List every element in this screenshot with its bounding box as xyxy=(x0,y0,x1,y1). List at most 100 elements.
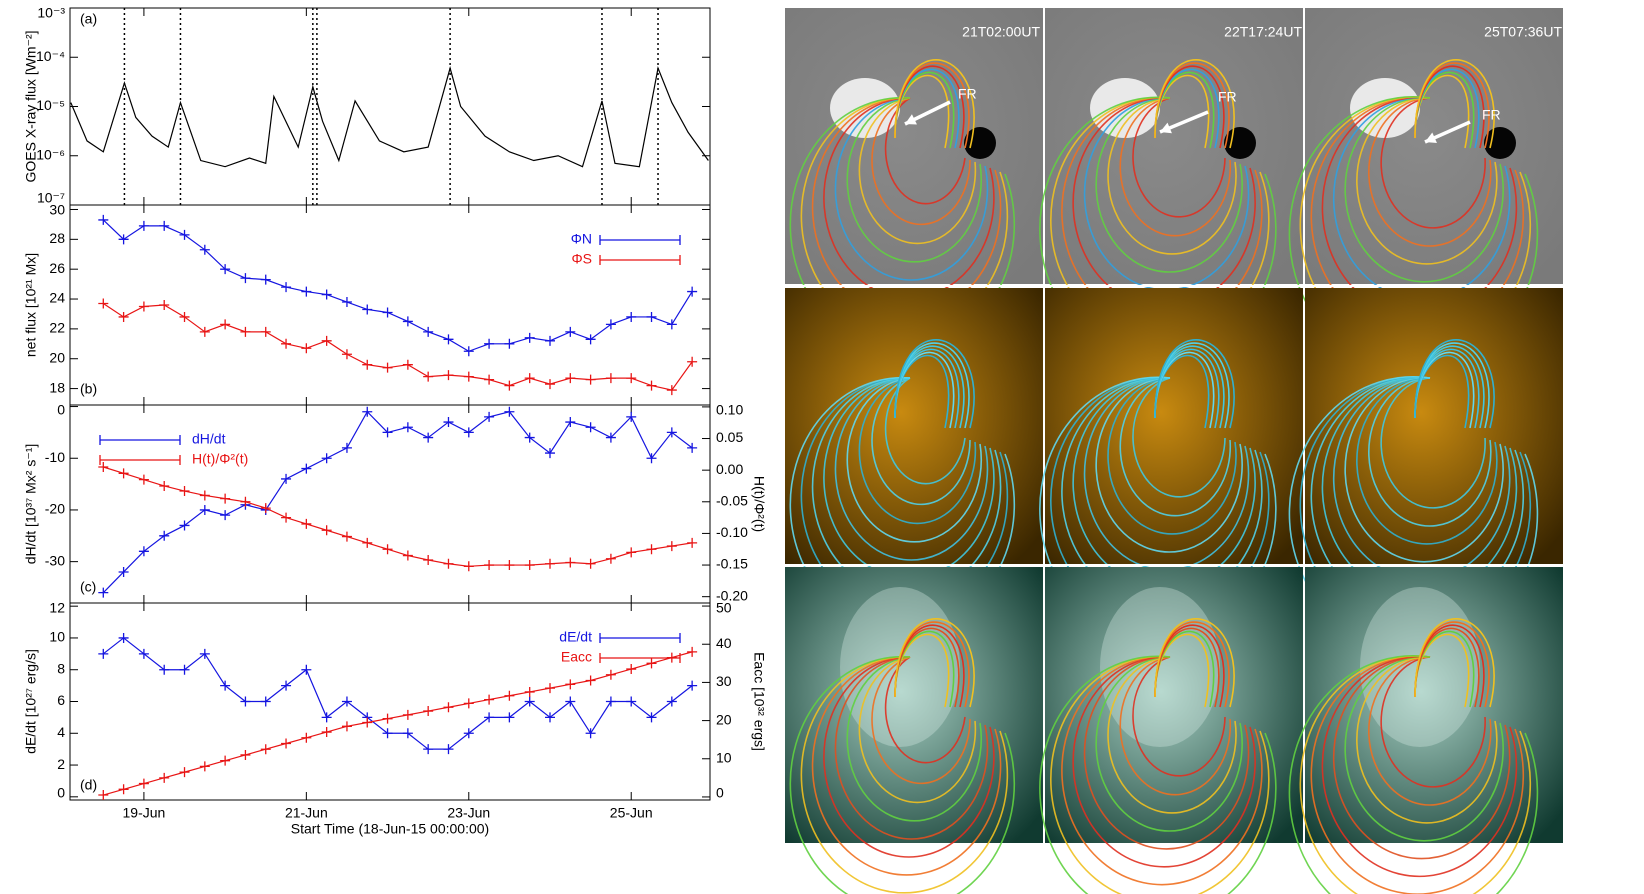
data-point xyxy=(281,473,292,484)
data-point xyxy=(565,373,576,384)
data-point xyxy=(301,286,312,297)
data-point xyxy=(423,326,434,337)
legend-label: ΦS xyxy=(571,251,592,267)
data-point xyxy=(463,728,474,739)
data-point xyxy=(565,326,576,337)
data-point xyxy=(687,646,698,657)
data-point xyxy=(260,274,271,285)
data-point xyxy=(118,311,129,322)
data-point xyxy=(301,343,312,354)
fr-label: FR xyxy=(958,86,977,102)
field-line xyxy=(1380,97,1486,229)
fr-arrowhead xyxy=(1425,132,1437,143)
image-bg xyxy=(1305,567,1563,843)
data-point xyxy=(626,696,637,707)
glow xyxy=(1360,587,1480,747)
field-line xyxy=(1154,59,1235,149)
data-point xyxy=(443,417,454,428)
data-point xyxy=(240,749,251,760)
data-point xyxy=(545,683,555,694)
field-line xyxy=(1083,97,1250,291)
data-point xyxy=(382,427,393,438)
y2-tick-label: 50 xyxy=(716,600,732,616)
data-point xyxy=(524,432,535,443)
y-tick-label: 0 xyxy=(57,402,65,418)
series-line xyxy=(103,466,693,567)
y-tick-label: 6 xyxy=(57,692,65,708)
panel-label: (b) xyxy=(80,381,97,397)
y-axis-label: dH/dt [10³⁷ Mx² s⁻¹] xyxy=(23,444,39,565)
data-point xyxy=(98,648,109,659)
data-point xyxy=(98,461,109,472)
data-point xyxy=(545,448,555,459)
data-point xyxy=(524,332,535,343)
field-line xyxy=(884,656,966,764)
field-line xyxy=(1132,377,1226,498)
panel-label: (a) xyxy=(80,11,97,27)
x-tick-label: 23-Jun xyxy=(447,805,490,821)
data-point xyxy=(220,680,231,691)
data-point xyxy=(585,728,596,739)
fr-arrowhead xyxy=(905,114,917,125)
y2-tick-label: -0.05 xyxy=(716,492,748,508)
data-point xyxy=(402,709,413,720)
data-point xyxy=(341,721,352,732)
y-tick-label: 30 xyxy=(49,202,65,218)
field-line xyxy=(871,656,971,785)
data-point xyxy=(98,587,109,598)
data-point xyxy=(666,385,677,396)
y2-tick-label: 30 xyxy=(716,673,732,689)
glow xyxy=(840,587,960,747)
y-tick-label: 20 xyxy=(49,349,65,365)
data-point xyxy=(545,558,555,569)
data-point xyxy=(443,702,454,713)
data-point xyxy=(565,417,576,428)
y2-tick-label: 0.00 xyxy=(716,461,743,477)
y-axis-label: GOES X-ray flux [Wm⁻²] xyxy=(23,30,39,182)
data-point xyxy=(687,680,698,691)
field-line xyxy=(1380,377,1486,509)
data-point xyxy=(666,427,677,438)
y2-tick-label: 10 xyxy=(716,749,732,765)
field-line xyxy=(1132,97,1226,218)
field-line xyxy=(1332,376,1511,581)
data-point xyxy=(646,658,657,669)
field-line xyxy=(894,339,975,429)
field-line xyxy=(1321,655,1518,878)
field-line xyxy=(858,377,977,525)
data-point xyxy=(240,496,251,507)
data-point xyxy=(626,373,637,384)
fr-arrowhead xyxy=(1160,122,1172,134)
data-point xyxy=(341,531,352,542)
data-point xyxy=(281,512,292,523)
field-line xyxy=(846,377,983,543)
data-point xyxy=(626,547,637,558)
legend-label: H(t)/Φ²(t) xyxy=(192,451,248,467)
y2-tick-label: 40 xyxy=(716,635,732,651)
data-point xyxy=(687,286,698,297)
data-point xyxy=(565,557,576,568)
data-point xyxy=(484,411,495,422)
data-point xyxy=(159,664,170,675)
data-point xyxy=(260,326,271,337)
y-tick-label: 12 xyxy=(49,600,65,616)
field-line xyxy=(894,618,975,708)
field-line xyxy=(846,656,983,822)
image-panel xyxy=(1039,567,1303,894)
data-point xyxy=(524,373,535,384)
y-axis-label: net flux [10²¹ Mx] xyxy=(23,253,39,357)
field-line xyxy=(823,656,995,858)
y-tick-label: 26 xyxy=(49,260,65,276)
fr-label: FR xyxy=(1482,107,1501,123)
data-point xyxy=(605,319,616,330)
data-point xyxy=(220,755,231,766)
field-line xyxy=(1083,377,1250,571)
field-line xyxy=(834,97,989,281)
data-point xyxy=(199,761,210,772)
data-point xyxy=(118,234,129,245)
data-point xyxy=(321,335,332,346)
field-line xyxy=(1072,655,1256,868)
glow xyxy=(1100,587,1220,747)
field-line xyxy=(858,656,977,804)
image-bg xyxy=(1305,8,1563,284)
